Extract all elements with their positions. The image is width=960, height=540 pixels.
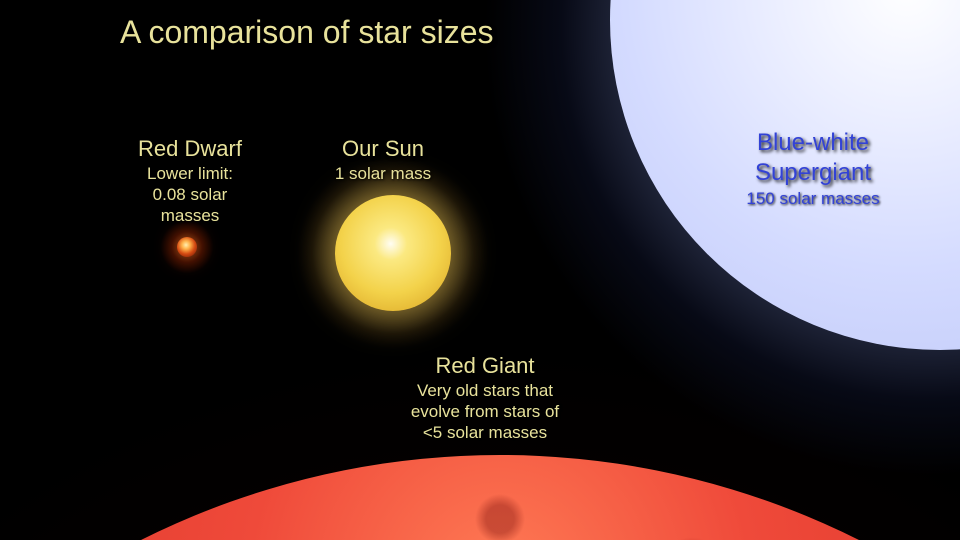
red-giant-sub2: evolve from stars of <box>375 401 595 422</box>
red-giant-label: Red Giant Very old stars that evolve fro… <box>375 352 595 443</box>
sun-sub1: 1 solar mass <box>303 163 463 184</box>
sun-heading: Our Sun <box>303 135 463 163</box>
sun-body <box>335 195 451 311</box>
red-giant-heading: Red Giant <box>375 352 595 380</box>
star-size-infographic: A comparison of star sizes Red Dwarf Low… <box>0 0 960 540</box>
red-dwarf-sub2: 0.08 solar <box>110 184 270 205</box>
sun-label: Our Sun 1 solar mass <box>303 135 463 184</box>
red-dwarf-label: Red Dwarf Lower limit: 0.08 solar masses <box>110 135 270 226</box>
red-dwarf-body <box>177 237 197 257</box>
blue-white-sub1: 150 solar masses <box>698 188 928 209</box>
red-dwarf-heading: Red Dwarf <box>110 135 270 163</box>
red-dwarf-sub3: masses <box>110 205 270 226</box>
red-giant-sub1: Very old stars that <box>375 380 595 401</box>
red-dwarf-sub1: Lower limit: <box>110 163 270 184</box>
blue-white-heading-1: Blue-white <box>698 128 928 158</box>
infographic-title: A comparison of star sizes <box>120 14 493 51</box>
blue-white-supergiant-label: Blue-white Supergiant 150 solar masses <box>698 128 928 209</box>
blue-white-heading-2: Supergiant <box>698 158 928 188</box>
red-giant-sub3: <5 solar masses <box>375 422 595 443</box>
